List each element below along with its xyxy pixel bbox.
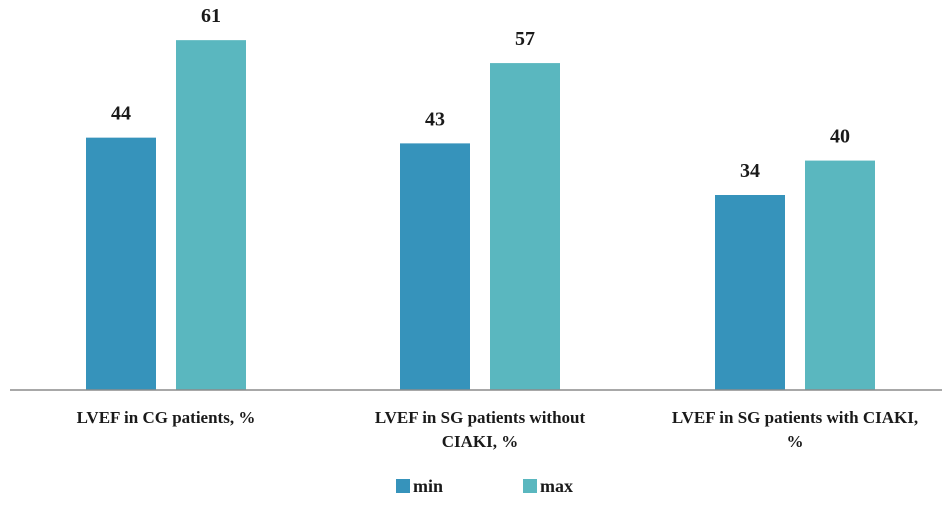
data-label-max-1: 57 [515,28,535,50]
data-label-min-0: 44 [111,103,131,125]
legend-swatch-max [523,479,537,493]
bar-min-2 [715,195,785,390]
legend-label-min: min [413,476,443,496]
data-label-min-2: 34 [740,160,760,182]
bar-max-1 [490,63,560,391]
bar-min-0 [86,137,156,390]
data-label-max-0: 61 [201,5,221,27]
data-label-max-2: 40 [830,126,850,148]
bar-max-2 [805,160,875,390]
category-label-1: LVEF in SG patients without CIAKI, % [375,408,586,451]
legend-label-max: max [540,476,573,496]
bar-min-1 [400,143,470,390]
category-label-2: LVEF in SG patients with CIAKI,% [672,408,918,451]
legend-swatch-min [396,479,410,493]
data-label-min-1: 43 [425,108,445,130]
category-label-0: LVEF in CG patients, % [77,408,256,427]
bar-max-0 [176,40,246,390]
